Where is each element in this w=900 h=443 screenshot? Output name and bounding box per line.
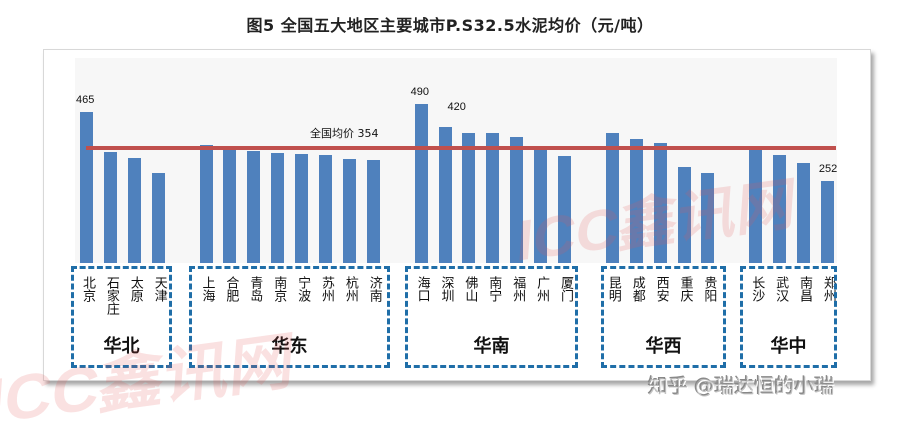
bar <box>127 158 141 263</box>
city-label: 福州 <box>510 276 526 302</box>
city-label: 长沙 <box>749 276 765 302</box>
city-label: 广州 <box>534 276 550 302</box>
bar <box>510 136 524 263</box>
city-label: 宁波 <box>295 276 311 302</box>
bar <box>797 162 810 263</box>
bar <box>151 172 165 263</box>
city-label: 深圳 <box>438 276 454 302</box>
bar <box>820 181 834 263</box>
bar <box>605 133 619 263</box>
region-box <box>740 266 837 368</box>
region-label: 华北 <box>103 336 140 357</box>
bar <box>80 111 93 263</box>
bar <box>247 150 261 263</box>
city-label: 海口 <box>414 276 430 302</box>
region-label: 华东 <box>271 336 308 357</box>
bar <box>558 156 571 263</box>
city-label: 贵阳 <box>701 276 717 302</box>
bar <box>319 155 332 263</box>
city-label: 北京 <box>80 276 95 302</box>
bar <box>677 167 691 263</box>
bar <box>629 138 643 263</box>
bar <box>103 151 117 263</box>
bar <box>486 133 500 263</box>
data-label: 490 <box>410 85 429 98</box>
city-label: 青岛 <box>247 276 263 302</box>
bar <box>773 155 787 263</box>
bar <box>366 159 380 263</box>
chart-title: 图5 全国五大地区主要城市P.S32.5水泥均价（元/吨） <box>246 16 654 35</box>
national-average-label: 全国均价 354 <box>310 126 379 140</box>
city-label: 上海 <box>199 276 215 302</box>
bar <box>438 126 452 263</box>
bar <box>534 146 548 263</box>
city-label: 南昌 <box>797 276 812 302</box>
city-label: 天津 <box>151 276 167 302</box>
city-label: 合肥 <box>223 276 239 302</box>
city-label: 南京 <box>271 276 287 302</box>
credit-watermark: 知乎 @瑞达恒的小瑞 <box>648 374 835 398</box>
city-label: 厦门 <box>558 276 573 302</box>
data-label: 252 <box>818 163 838 176</box>
city-label: 太原 <box>127 276 143 302</box>
city-label: 苏州 <box>319 276 334 302</box>
city-label: 郑州 <box>820 276 836 302</box>
region-label: 华南 <box>473 336 510 357</box>
city-label: 西安 <box>653 276 669 302</box>
city-label: 石家庄 <box>103 276 119 315</box>
city-label: 成都 <box>629 276 645 302</box>
region-box <box>189 266 390 368</box>
national-average-line <box>86 145 836 150</box>
bar <box>295 154 309 263</box>
city-label: 南宁 <box>486 276 502 302</box>
data-label: 465 <box>76 93 95 106</box>
region-box <box>601 266 726 368</box>
region-label: 华西 <box>645 336 682 357</box>
bar <box>223 147 237 263</box>
bar <box>414 103 428 263</box>
bar <box>749 146 763 263</box>
data-label: 420 <box>447 100 466 113</box>
bar <box>342 159 356 263</box>
city-label: 武汉 <box>773 276 789 302</box>
region-label: 华中 <box>770 336 807 357</box>
region-box <box>71 266 172 368</box>
bar <box>271 153 285 263</box>
bar <box>462 133 476 263</box>
city-label: 佛山 <box>462 276 478 302</box>
region-box <box>405 266 578 368</box>
city-label: 昆明 <box>605 276 621 302</box>
bar <box>701 172 715 263</box>
city-label: 重庆 <box>677 276 693 302</box>
bar <box>653 143 667 263</box>
city-label: 济南 <box>366 276 382 302</box>
bar <box>199 145 213 263</box>
city-label: 杭州 <box>342 276 358 302</box>
